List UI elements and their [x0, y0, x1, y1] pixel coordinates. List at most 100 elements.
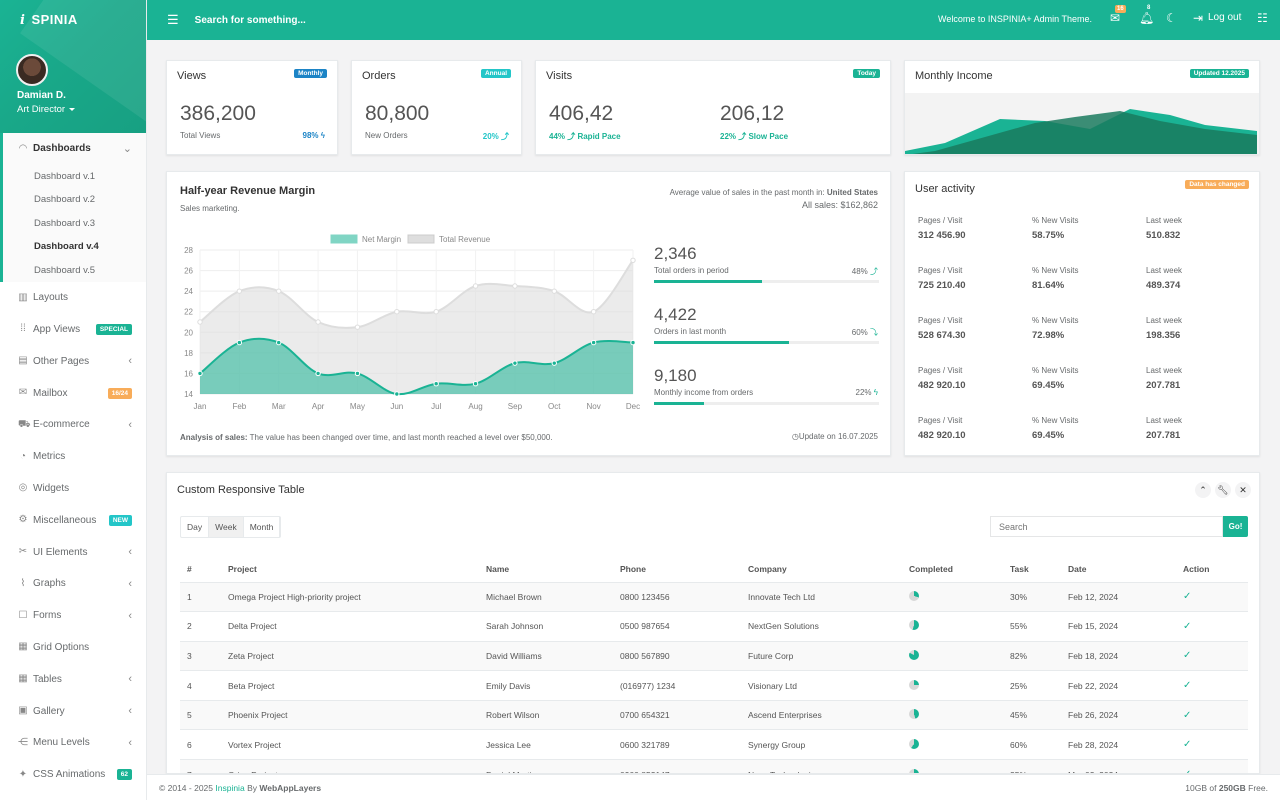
- check-icon[interactable]: ✓: [1183, 769, 1191, 773]
- row-task: 25%: [1003, 670, 1061, 701]
- row-action[interactable]: ✓: [1176, 699, 1248, 730]
- sidebar-subitem[interactable]: Dashboard v.1: [34, 170, 96, 182]
- sidebar-item-tables[interactable]: ▦ Tables ‹: [0, 663, 146, 695]
- sidebar-subitem[interactable]: Dashboard v.3: [34, 217, 96, 229]
- sidebar-subitem[interactable]: Dashboard v.2: [34, 194, 96, 206]
- footer-storage: 10GB of 250GB Free.: [1185, 782, 1268, 793]
- check-icon[interactable]: ✓: [1183, 739, 1192, 751]
- check-icon[interactable]: ✓: [1183, 650, 1192, 662]
- sidebar-subitem[interactable]: Dashboard v.4: [34, 241, 99, 253]
- table-header[interactable]: Task: [1003, 556, 1061, 583]
- activity-cell: Last week 510.832: [1146, 216, 1183, 241]
- sidebar-item-app-views[interactable]: ⁞⁞ App Views SPECIAL: [0, 314, 146, 346]
- row-phone: (016977) 1234: [613, 670, 741, 701]
- row-date: Mar 02, 2024: [1061, 759, 1176, 773]
- row-completed: [902, 670, 1003, 701]
- user-name: Damian D.: [17, 90, 66, 101]
- series-area: [200, 338, 633, 395]
- moon-icon[interactable]: ☾: [1166, 11, 1177, 25]
- table-row[interactable]: 2 Delta Project Sarah Johnson 0500 987654 Ne…: [180, 611, 1248, 642]
- table-header[interactable]: Action: [1176, 556, 1248, 583]
- completion-pie: [909, 590, 919, 601]
- data-point: [197, 319, 203, 325]
- table-header[interactable]: Project: [221, 556, 479, 583]
- table-row[interactable]: 7Orion ProjectDaniel Martinez0900 852147…: [180, 759, 1248, 773]
- table-search-input[interactable]: [990, 516, 1223, 537]
- revenue-all-sales: All sales: $162,862: [801, 200, 878, 210]
- table-row[interactable]: 5 Phoenix Project Robert Wilson 0700 654321…: [180, 699, 1248, 730]
- table-header[interactable]: Date: [1061, 556, 1176, 583]
- table-header[interactable]: #: [180, 556, 221, 583]
- revenue-stat-bar: [654, 280, 879, 283]
- avatar[interactable]: [16, 54, 48, 86]
- sidebar-item-label: Tables: [33, 673, 62, 685]
- table-header[interactable]: Name: [479, 556, 613, 583]
- sidebar-item-gallery[interactable]: ▣ Gallery ‹: [0, 695, 146, 727]
- range-button-week[interactable]: Week: [209, 517, 244, 537]
- table-header[interactable]: Phone: [613, 556, 741, 583]
- logout-icon[interactable]: ⇥: [1193, 11, 1204, 25]
- orders-sub: New Orders: [365, 131, 408, 140]
- sidebar-item-grid-options[interactable]: ▦ Grid Options: [0, 632, 146, 664]
- logout-link[interactable]: Log out: [1208, 12, 1242, 23]
- sidebar-item-ui-elements[interactable]: ✂ UI Elements ‹: [0, 536, 146, 568]
- sidebar-item-widgets[interactable]: ◎ Widgets: [0, 473, 146, 505]
- row-action[interactable]: ✓: [1176, 670, 1248, 701]
- row-action[interactable]: ✓: [1176, 759, 1248, 773]
- x-tick-label: Aug: [468, 402, 482, 411]
- table-row[interactable]: 1 Omega Project High-priority project Mich…: [180, 581, 1248, 612]
- table-header[interactable]: Completed: [902, 556, 1003, 583]
- footer: © 2014 - 2025 Inspinia By WebAppLayers 1…: [147, 774, 1280, 800]
- row-completed: [902, 759, 1003, 773]
- go-button[interactable]: Go!: [1223, 516, 1248, 537]
- check-icon[interactable]: ✓: [1183, 709, 1192, 721]
- check-icon[interactable]: ✓: [1183, 620, 1192, 632]
- close-icon[interactable]: ✕: [1235, 482, 1251, 498]
- data-point: [354, 370, 361, 377]
- tasks-icon[interactable]: ☷: [1257, 11, 1268, 25]
- table-row[interactable]: 4 Beta Project Emily Davis (016977) 1234 Vis…: [180, 670, 1248, 701]
- orders-title: Orders: [362, 70, 396, 82]
- y-tick-label: 28: [184, 246, 193, 255]
- sidebar-item-dashboards[interactable]: ◠ Dashboards ⌄ Dashboard v.1 Dashboard v.2 D…: [0, 133, 146, 282]
- row-company: Innovate Tech Ltd: [741, 581, 902, 612]
- mail-icon[interactable]: ✉: [1110, 11, 1121, 25]
- sidebar-item-menu-levels[interactable]: ⋲ Menu Levels ‹: [0, 727, 146, 759]
- top-search-input[interactable]: Search for something...: [194, 14, 306, 26]
- bell-icon[interactable]: 🔔︎: [1139, 11, 1155, 25]
- sidebar-item-other-pages[interactable]: ▤ Other Pages ‹: [0, 345, 146, 377]
- grid-icon: ▦: [18, 641, 28, 653]
- row-action[interactable]: ✓: [1176, 611, 1248, 642]
- wrench-icon[interactable]: 🔧︎: [1215, 482, 1231, 498]
- hamburger-menu-icon[interactable]: ☰: [167, 12, 179, 27]
- logo[interactable]: i SPINIA: [20, 12, 78, 28]
- table-header[interactable]: Company: [741, 556, 902, 583]
- layout-icon: ▥: [18, 291, 28, 303]
- collapse-icon[interactable]: ⌃: [1195, 482, 1211, 498]
- sidebar-item-forms[interactable]: ☐ Forms ‹: [0, 600, 146, 632]
- range-button-day[interactable]: Day: [181, 517, 210, 537]
- form-icon: ☐: [18, 609, 28, 621]
- sidebar-subitem[interactable]: Dashboard v.5: [34, 264, 96, 276]
- sidebar-item-metrics[interactable]: ◔ Metrics: [0, 441, 146, 473]
- row-action[interactable]: ✓: [1176, 729, 1248, 760]
- row-project: Omega Project High-priority project: [221, 581, 479, 612]
- sidebar-item-css-animations[interactable]: ✦ CSS Animations 62: [0, 759, 146, 791]
- sidebar-item-mailbox[interactable]: ✉ Mailbox 16/24: [0, 377, 146, 409]
- sidebar-item-graphs[interactable]: ⌇ Graphs ‹: [0, 568, 146, 600]
- row-action[interactable]: ✓: [1176, 640, 1248, 671]
- y-tick-label: 14: [184, 390, 193, 399]
- row-action[interactable]: ✓: [1176, 581, 1248, 612]
- check-icon[interactable]: ✓: [1183, 680, 1192, 692]
- check-icon[interactable]: ✓: [1183, 591, 1192, 603]
- table-row[interactable]: 6 Vortex Project Jessica Lee 0600 321789 Syn…: [180, 729, 1248, 760]
- sidebar-item-layouts[interactable]: ▥ Layouts: [0, 282, 146, 314]
- income-label: Updated 12.2025: [1189, 69, 1249, 78]
- row-project: Phoenix Project: [221, 699, 479, 730]
- footer-brand-link[interactable]: Inspinia: [215, 782, 245, 793]
- table-row[interactable]: 3 Zeta Project David Williams 0800 567890 Fu…: [180, 640, 1248, 671]
- range-button-month[interactable]: Month: [244, 517, 281, 537]
- user-role-dropdown[interactable]: Art Director: [17, 104, 75, 115]
- sidebar-item-e-commerce[interactable]: ⛟ E-commerce ‹: [0, 409, 146, 441]
- sidebar-item-miscellaneous[interactable]: ⚙ Miscellaneous NEW: [0, 504, 146, 536]
